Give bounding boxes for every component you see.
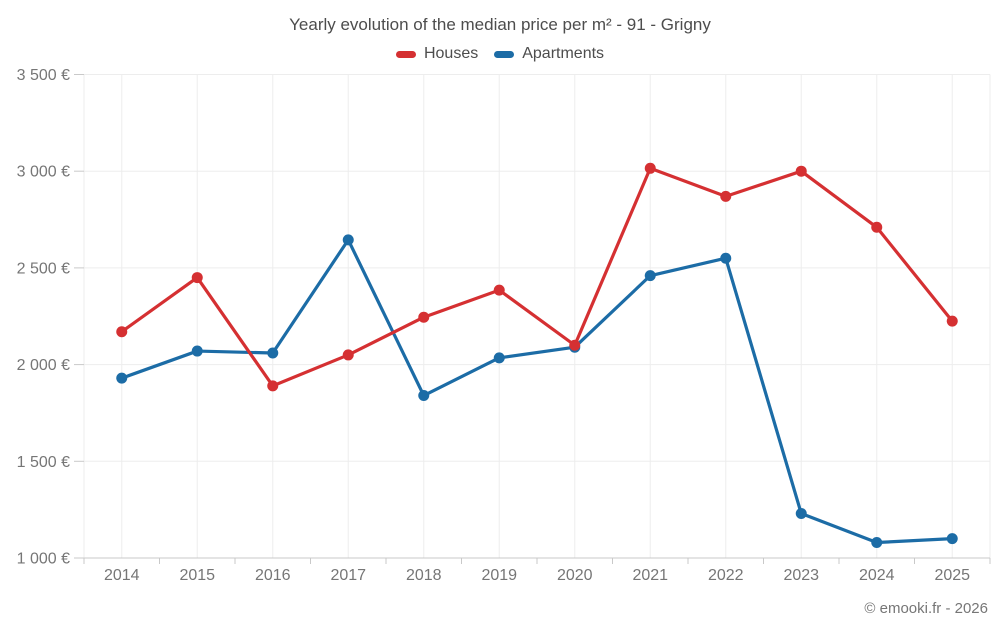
data-point-houses xyxy=(795,165,807,177)
series-line-apartments xyxy=(120,238,954,545)
data-point-apartments xyxy=(191,345,203,357)
chart-title: Yearly evolution of the median price per… xyxy=(289,15,711,34)
x-tick-label: 2024 xyxy=(859,567,895,584)
x-tick-label: 2019 xyxy=(481,567,517,584)
data-point-houses xyxy=(569,339,581,351)
data-point-houses xyxy=(644,162,656,174)
legend-swatch-houses xyxy=(395,50,416,58)
data-point-apartments xyxy=(720,252,732,264)
data-point-apartments xyxy=(342,234,354,246)
series-line-houses xyxy=(120,166,954,388)
data-point-apartments xyxy=(493,352,505,364)
data-point-houses xyxy=(116,326,128,338)
x-tick-label: 2018 xyxy=(406,567,442,584)
x-tick-label: 2015 xyxy=(179,567,215,584)
legend: Houses Apartments xyxy=(0,45,1000,63)
y-tick-label: 2 000 € xyxy=(17,357,70,374)
data-point-apartments xyxy=(795,508,807,520)
y-tick-label: 1 500 € xyxy=(17,454,70,471)
data-point-houses xyxy=(191,272,203,284)
legend-label: Houses xyxy=(423,45,479,62)
data-point-apartments xyxy=(644,270,656,282)
legend-item-apartments[interactable]: Apartments xyxy=(494,45,604,63)
data-point-apartments xyxy=(871,537,883,549)
data-point-houses xyxy=(871,221,883,233)
data-point-apartments xyxy=(267,347,279,359)
y-tick-label: 2 500 € xyxy=(17,260,70,277)
data-point-houses xyxy=(342,349,354,361)
legend-swatch-apartments xyxy=(494,50,515,58)
y-tick-label: 3 000 € xyxy=(17,164,70,181)
legend-item-houses[interactable]: Houses xyxy=(395,45,479,63)
data-point-apartments xyxy=(418,390,430,402)
x-tick-label: 2014 xyxy=(104,567,140,584)
copyright-footer: © emooki.fr - 2026 xyxy=(864,600,988,617)
y-tick-label: 3 500 € xyxy=(17,67,70,84)
data-point-houses xyxy=(946,315,958,327)
x-tick-label: 2020 xyxy=(557,567,593,584)
data-point-apartments xyxy=(946,533,958,545)
x-tick-label: 2016 xyxy=(255,567,291,584)
legend-label: Apartments xyxy=(522,45,605,62)
x-tick-label: 2023 xyxy=(783,567,819,584)
x-tick-label: 2021 xyxy=(632,567,668,584)
y-tick-label: 1 000 € xyxy=(17,551,70,568)
data-point-apartments xyxy=(116,372,128,384)
data-point-houses xyxy=(493,284,505,296)
x-tick-label: 2017 xyxy=(330,567,366,584)
x-tick-label: 2022 xyxy=(708,567,744,584)
data-point-houses xyxy=(418,311,430,323)
data-point-houses xyxy=(267,380,279,392)
data-point-houses xyxy=(720,190,732,202)
x-tick-label: 2025 xyxy=(934,567,970,584)
